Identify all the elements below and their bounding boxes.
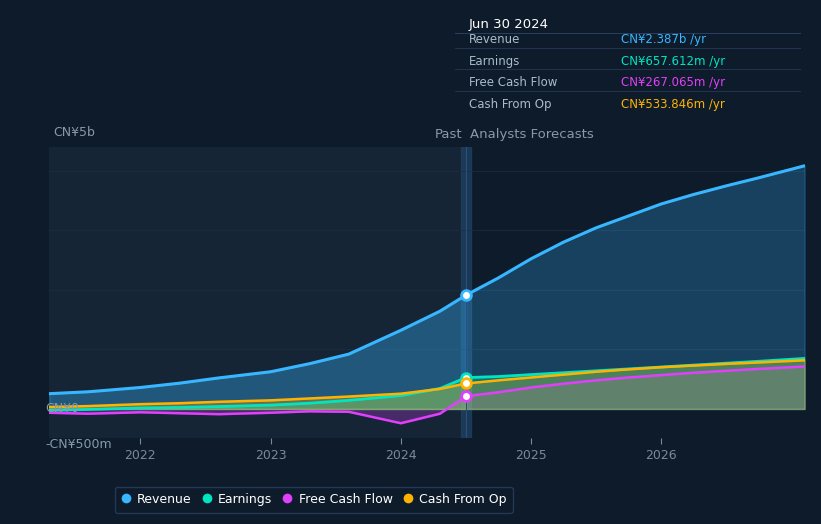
Legend: Revenue, Earnings, Free Cash Flow, Cash From Op: Revenue, Earnings, Free Cash Flow, Cash … xyxy=(115,487,512,512)
Bar xyxy=(461,147,471,438)
Text: Past: Past xyxy=(434,128,462,141)
Text: CN¥5b: CN¥5b xyxy=(53,126,95,139)
Text: Cash From Op: Cash From Op xyxy=(469,98,551,111)
Text: CN¥0: CN¥0 xyxy=(45,402,79,416)
Text: Analysts Forecasts: Analysts Forecasts xyxy=(470,128,594,141)
Text: CN¥533.846m /yr: CN¥533.846m /yr xyxy=(621,98,725,111)
Text: Earnings: Earnings xyxy=(469,55,520,68)
Text: Revenue: Revenue xyxy=(469,34,520,46)
Text: CN¥2.387b /yr: CN¥2.387b /yr xyxy=(621,34,706,46)
Text: CN¥267.065m /yr: CN¥267.065m /yr xyxy=(621,77,725,89)
Text: Free Cash Flow: Free Cash Flow xyxy=(469,77,557,89)
Bar xyxy=(466,147,805,438)
Bar xyxy=(49,147,466,438)
Text: CN¥657.612m /yr: CN¥657.612m /yr xyxy=(621,55,726,68)
Text: -CN¥500m: -CN¥500m xyxy=(45,438,112,451)
Text: Jun 30 2024: Jun 30 2024 xyxy=(469,18,548,31)
